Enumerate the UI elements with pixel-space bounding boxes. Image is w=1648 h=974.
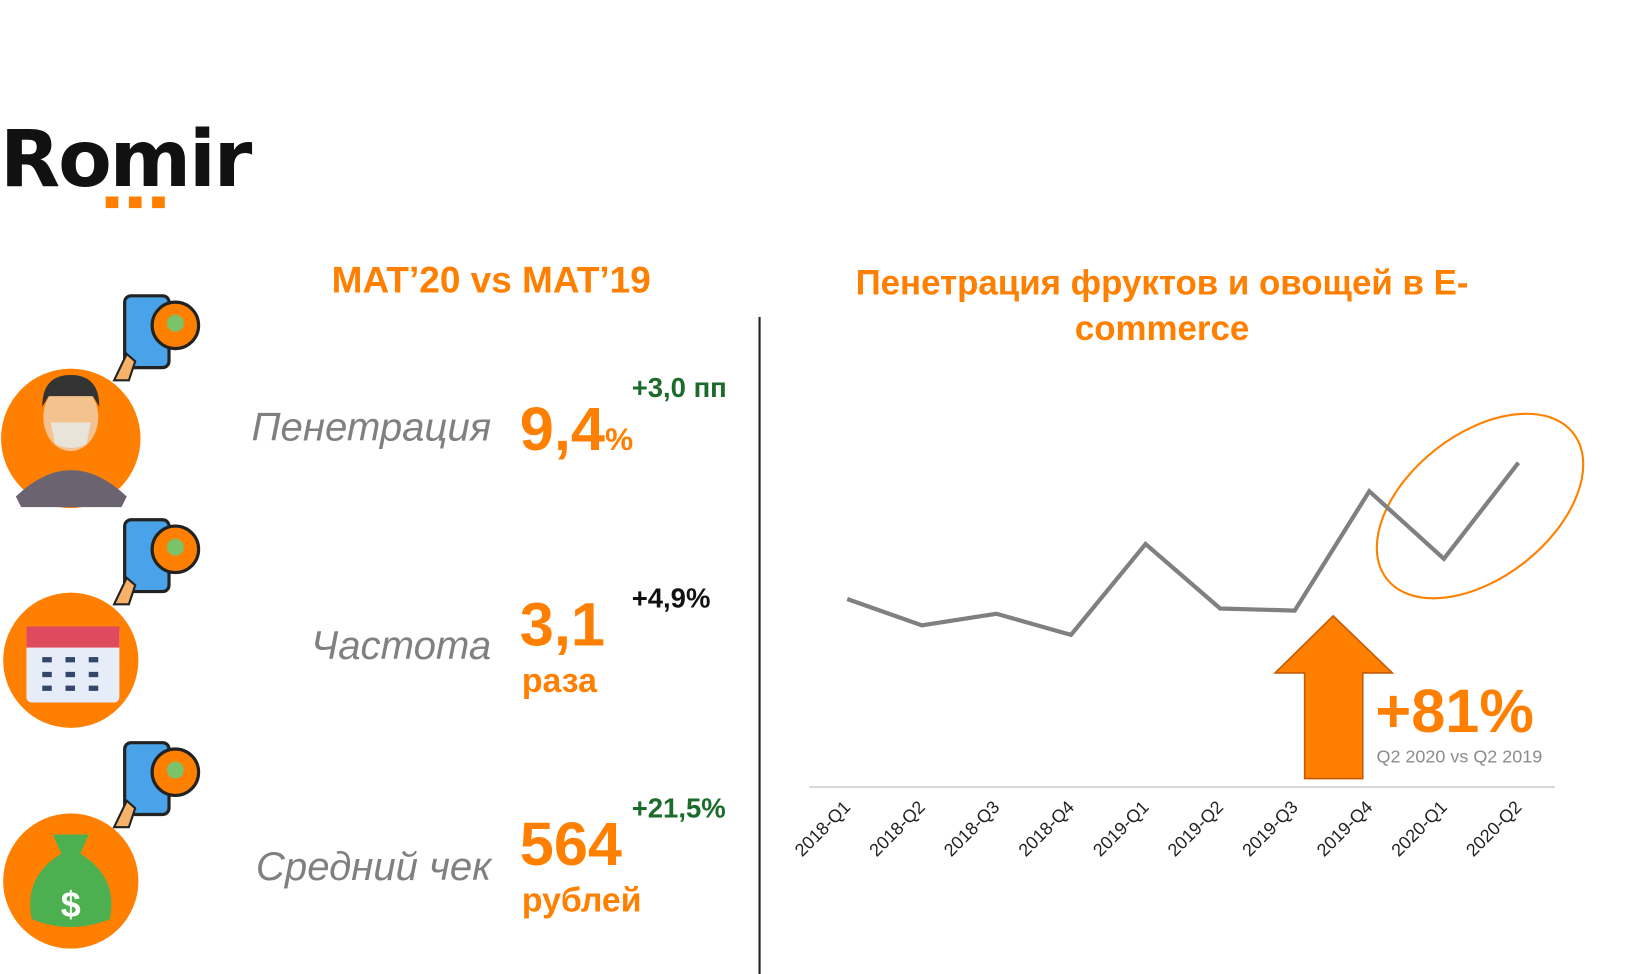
- x-tick-label: 2019-Q3: [1238, 797, 1302, 861]
- x-tick-label: 2018-Q4: [1015, 797, 1079, 861]
- x-tick-label: 2019-Q2: [1164, 797, 1228, 861]
- x-tick-label: 2019-Q1: [1089, 797, 1153, 861]
- series-line: [847, 463, 1518, 635]
- growth-callout-label: Q2 2020 vs Q2 2019: [1376, 747, 1542, 768]
- x-tick-label: 2020-Q2: [1462, 797, 1526, 861]
- x-tick-label: 2018-Q1: [791, 797, 855, 861]
- x-tick-label: 2018-Q3: [940, 797, 1004, 861]
- x-tick-label: 2020-Q1: [1387, 797, 1451, 861]
- x-tick-label: 2018-Q2: [865, 797, 929, 861]
- x-tick-label: 2019-Q4: [1313, 797, 1377, 861]
- growth-callout: +81%: [1375, 676, 1533, 747]
